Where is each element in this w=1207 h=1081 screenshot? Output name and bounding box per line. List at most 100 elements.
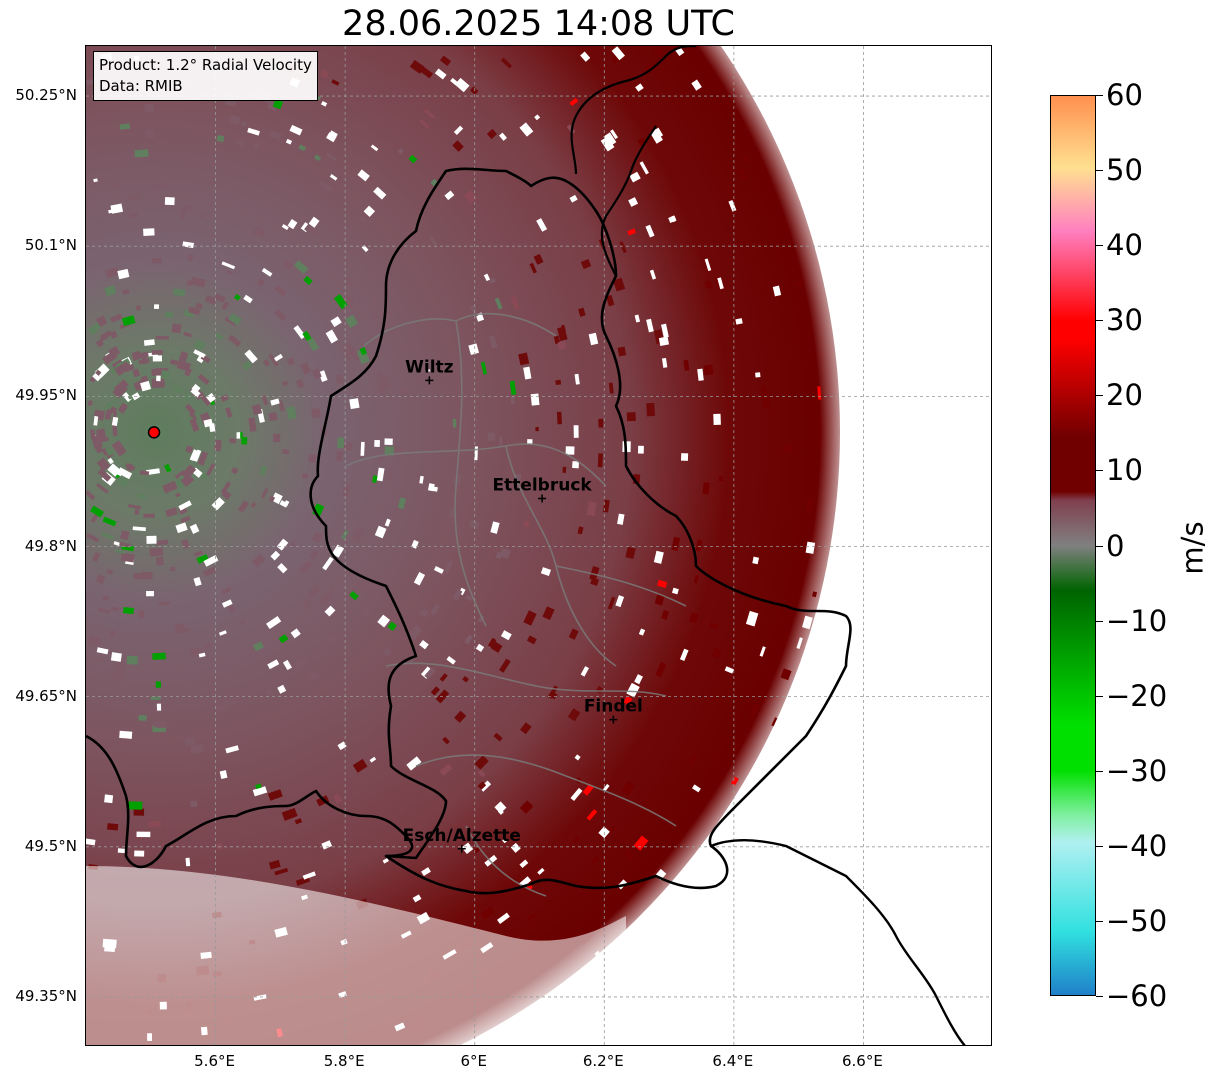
echo-pixel	[439, 55, 452, 67]
echo-pixel	[224, 316, 237, 327]
colorbar-tick-label: 50	[1106, 153, 1143, 188]
radar-map[interactable]: Wiltz Ettelbruck Findel Esch/Alzette	[85, 45, 992, 1046]
echo-pixel	[462, 675, 469, 683]
echo-pixel	[510, 842, 521, 853]
echo-pixel	[211, 497, 225, 511]
echo-pixel	[221, 587, 232, 595]
echo-pixel	[119, 123, 131, 130]
colorbar-tick-mark	[1096, 95, 1103, 96]
echo-pixel	[586, 501, 597, 517]
echo-pixel	[276, 538, 289, 551]
echo-pixel	[164, 197, 175, 206]
echo-pixel	[193, 349, 206, 359]
echo-pixel	[184, 737, 196, 747]
echo-pixel	[487, 637, 497, 648]
echo-pixel	[340, 231, 350, 241]
echo-pixel	[134, 149, 149, 158]
echo-pixel	[324, 605, 336, 617]
echo-pixel	[122, 289, 130, 295]
echo-pixel	[657, 579, 668, 589]
colorbar-tick-mark	[1096, 395, 1103, 397]
echo-pixel	[158, 601, 171, 606]
echo-pixel	[268, 859, 281, 870]
echo-pixel	[439, 673, 448, 682]
echo-pixel	[629, 171, 641, 183]
echo-pixel	[125, 462, 136, 471]
echo-pixel	[625, 546, 636, 559]
colorbar-tick-mark	[1096, 770, 1103, 772]
echo-pixel	[361, 244, 369, 253]
lat-tick-label: 49.35°N	[15, 986, 77, 1005]
echo-pixel	[219, 770, 228, 779]
echo-pixel	[105, 266, 120, 278]
echo-pixel	[93, 410, 102, 418]
echo-pixel	[143, 513, 155, 518]
lat-tick-label: 49.5°N	[24, 836, 77, 855]
echo-pixel	[384, 438, 393, 445]
echo-pixel	[406, 756, 422, 771]
echo-pixel	[143, 228, 155, 237]
lon-tick-label: 6.4°E	[712, 1052, 754, 1070]
echo-pixel	[96, 647, 109, 655]
echo-pixel	[203, 418, 213, 428]
lower-right-sparse-area	[646, 846, 786, 1045]
echo-pixel	[129, 212, 139, 219]
echo-pixel	[110, 652, 122, 662]
echo-pixel	[214, 439, 222, 452]
echo-pixel	[193, 339, 206, 351]
echo-pixel	[536, 218, 548, 232]
echo-pixel	[113, 379, 129, 394]
echo-pixel	[330, 316, 342, 328]
echo-pixel	[713, 413, 721, 425]
echo-pixel	[743, 155, 751, 164]
echo-pixel	[352, 526, 365, 543]
echo-pixel	[752, 556, 760, 565]
echo-pixel	[136, 831, 151, 838]
echo-pixel	[331, 544, 345, 558]
echo-pixel	[241, 360, 253, 371]
echo-pixel	[172, 288, 186, 297]
echo-pixel	[679, 648, 689, 661]
echo-pixel	[95, 339, 105, 348]
echo-pixel	[452, 588, 463, 601]
echo-pixel	[399, 344, 408, 352]
echo-pixel	[106, 568, 114, 575]
echo-pixel	[421, 867, 431, 877]
radar-site-marker[interactable]	[147, 426, 161, 439]
echo-pixel	[86, 533, 100, 543]
echo-pixel	[510, 395, 515, 404]
echo-pixel	[349, 398, 360, 410]
echo-pixel	[97, 607, 111, 615]
echo-pixel	[329, 174, 338, 181]
echo-pixel	[292, 656, 309, 671]
echo-pixel	[638, 628, 646, 636]
cities-layer: Wiltz Ettelbruck Findel Esch/Alzette	[403, 357, 643, 853]
city-label: Ettelbruck	[492, 475, 592, 495]
echo-pixel	[293, 260, 309, 274]
echo-pixel	[419, 118, 430, 129]
echo-pixel	[360, 441, 365, 456]
echo-pixel	[537, 867, 545, 875]
echo-pixel	[182, 241, 194, 249]
echo-pixel	[267, 659, 280, 670]
echo-pixel	[133, 572, 142, 580]
echo-pixel	[218, 630, 227, 636]
echo-pixel	[570, 787, 583, 801]
echo-pixel	[490, 641, 503, 653]
echo-pixel	[626, 682, 640, 698]
echo-pixel	[446, 655, 456, 665]
echo-pixel	[464, 634, 473, 645]
product-info-box: Product: 1.2° Radial Velocity Data: RMIB	[93, 51, 318, 101]
echo-pixel	[178, 351, 189, 362]
echo-pixel	[439, 763, 453, 777]
echo-pixel	[412, 894, 422, 903]
echo-pixel	[309, 550, 320, 561]
echo-pixel	[603, 132, 617, 147]
velocity-colorbar	[1050, 95, 1096, 996]
echo-pixel	[606, 294, 615, 307]
echo-pixel	[711, 647, 722, 659]
city-label: Wiltz	[405, 357, 454, 377]
echo-pixel	[231, 467, 239, 475]
echo-pixel	[510, 296, 520, 311]
echo-pixel	[180, 515, 191, 524]
